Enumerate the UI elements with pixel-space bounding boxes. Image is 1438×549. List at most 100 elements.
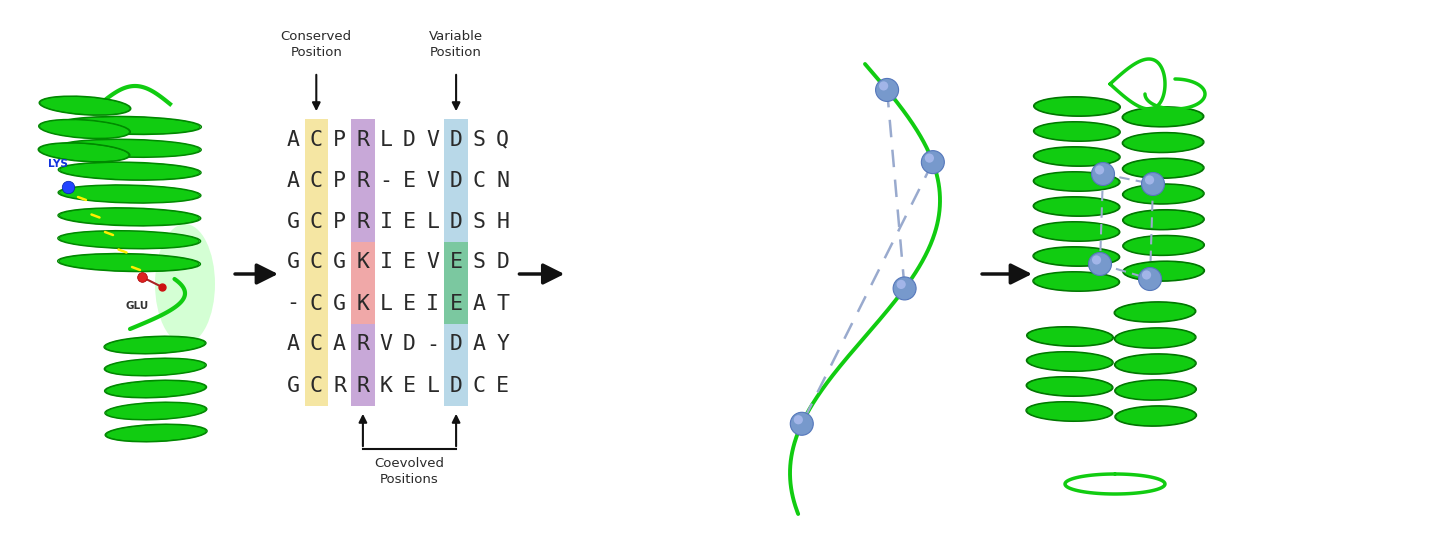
- Text: K: K: [357, 253, 370, 272]
- Text: G: G: [286, 211, 299, 232]
- Text: -: -: [380, 171, 393, 191]
- Text: C: C: [309, 294, 322, 313]
- Text: I: I: [426, 294, 439, 313]
- Circle shape: [876, 79, 899, 102]
- Text: V: V: [426, 171, 439, 191]
- Text: A: A: [334, 334, 347, 355]
- Text: P: P: [334, 130, 347, 149]
- Ellipse shape: [1034, 97, 1120, 116]
- Text: A: A: [286, 334, 299, 355]
- Circle shape: [1142, 270, 1152, 279]
- Ellipse shape: [1034, 272, 1119, 291]
- Ellipse shape: [1114, 302, 1195, 322]
- Text: P: P: [334, 171, 347, 191]
- Text: D: D: [450, 130, 463, 149]
- Text: C: C: [309, 211, 322, 232]
- Text: C: C: [309, 253, 322, 272]
- Circle shape: [922, 150, 945, 173]
- Ellipse shape: [1116, 328, 1195, 348]
- Text: P: P: [334, 211, 347, 232]
- Ellipse shape: [1034, 172, 1119, 191]
- Ellipse shape: [1027, 402, 1112, 421]
- Text: E: E: [403, 294, 416, 313]
- Text: R: R: [357, 130, 370, 149]
- Text: A: A: [286, 171, 299, 191]
- Text: A: A: [473, 334, 486, 355]
- Text: GLU: GLU: [125, 301, 148, 311]
- Ellipse shape: [1123, 184, 1204, 204]
- Text: E: E: [403, 376, 416, 395]
- FancyBboxPatch shape: [351, 283, 374, 324]
- Circle shape: [1142, 172, 1165, 195]
- Ellipse shape: [1116, 406, 1196, 426]
- Text: E: E: [403, 171, 416, 191]
- Ellipse shape: [60, 139, 200, 157]
- Ellipse shape: [105, 337, 206, 354]
- Text: K: K: [380, 376, 393, 395]
- Text: E: E: [496, 376, 509, 395]
- Text: C: C: [309, 376, 322, 395]
- Text: C: C: [309, 130, 322, 149]
- Text: L: L: [426, 211, 439, 232]
- Text: N: N: [496, 171, 509, 191]
- Text: C: C: [309, 171, 322, 191]
- FancyBboxPatch shape: [444, 242, 467, 283]
- Text: D: D: [450, 171, 463, 191]
- Ellipse shape: [59, 186, 200, 203]
- FancyBboxPatch shape: [444, 283, 467, 324]
- Text: C: C: [473, 171, 486, 191]
- Text: G: G: [334, 294, 347, 313]
- Text: L: L: [380, 294, 393, 313]
- Ellipse shape: [59, 231, 200, 248]
- Text: D: D: [450, 376, 463, 395]
- Ellipse shape: [1116, 380, 1195, 400]
- Circle shape: [1094, 165, 1104, 175]
- Text: Q: Q: [496, 130, 509, 149]
- Text: I: I: [380, 211, 393, 232]
- Ellipse shape: [40, 120, 129, 138]
- Text: D: D: [450, 211, 463, 232]
- Circle shape: [1139, 267, 1162, 290]
- Ellipse shape: [1123, 107, 1204, 126]
- Circle shape: [794, 415, 802, 424]
- Text: A: A: [286, 130, 299, 149]
- Circle shape: [879, 81, 889, 91]
- Text: LYS: LYS: [47, 159, 68, 169]
- Ellipse shape: [1027, 377, 1112, 396]
- Circle shape: [925, 154, 935, 163]
- Ellipse shape: [1116, 354, 1195, 374]
- FancyBboxPatch shape: [305, 119, 328, 406]
- Text: V: V: [380, 334, 393, 355]
- Ellipse shape: [40, 97, 129, 115]
- Ellipse shape: [59, 254, 198, 271]
- Text: I: I: [380, 253, 393, 272]
- Text: C: C: [309, 334, 322, 355]
- Ellipse shape: [105, 380, 206, 397]
- Text: A: A: [473, 294, 486, 313]
- Ellipse shape: [1123, 133, 1204, 152]
- Text: T: T: [496, 294, 509, 313]
- Ellipse shape: [1027, 352, 1112, 371]
- Ellipse shape: [1028, 327, 1113, 346]
- Text: V: V: [426, 130, 439, 149]
- Ellipse shape: [1123, 261, 1204, 281]
- Ellipse shape: [1034, 197, 1119, 216]
- Text: C: C: [473, 376, 486, 395]
- Text: E: E: [403, 211, 416, 232]
- Text: L: L: [426, 376, 439, 395]
- FancyBboxPatch shape: [351, 242, 374, 283]
- Text: G: G: [286, 253, 299, 272]
- Text: D: D: [496, 253, 509, 272]
- Text: Coevolved
Positions: Coevolved Positions: [374, 457, 444, 486]
- Ellipse shape: [59, 208, 200, 226]
- Circle shape: [1091, 163, 1114, 186]
- Text: -: -: [286, 294, 299, 313]
- FancyBboxPatch shape: [351, 119, 374, 406]
- Ellipse shape: [39, 143, 129, 161]
- Text: D: D: [403, 130, 416, 149]
- FancyBboxPatch shape: [444, 119, 467, 406]
- Text: S: S: [473, 130, 486, 149]
- Text: E: E: [450, 294, 463, 313]
- Text: E: E: [450, 253, 463, 272]
- Text: R: R: [334, 376, 347, 395]
